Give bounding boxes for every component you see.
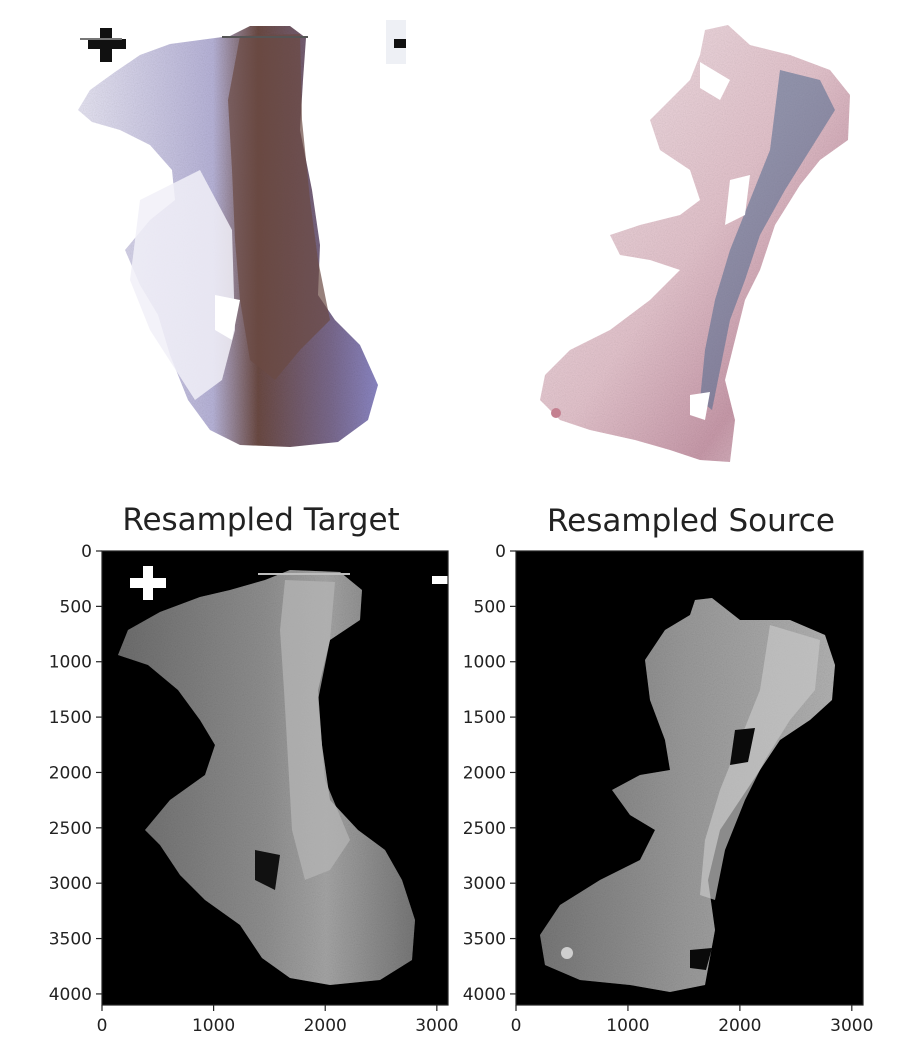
- target-y-tick-label: 2000: [49, 763, 92, 783]
- target-grayscale-tissue: [118, 570, 415, 985]
- target-x-tick-label: 2000: [304, 1016, 347, 1036]
- target-x-tick-label: 0: [97, 1016, 108, 1036]
- target-y-tick-label: 3000: [49, 874, 92, 894]
- source-image-plot: [516, 551, 863, 1005]
- target-y-tick-label: 3500: [49, 930, 92, 950]
- edge-marker-icon: [386, 20, 406, 64]
- target-x-tick-label: 1000: [192, 1016, 235, 1036]
- source-x-tick-label: 1000: [606, 1016, 649, 1036]
- source-y-tick-label: 1500: [463, 708, 506, 728]
- ihc-slide-image: [74, 20, 408, 452]
- chart-title-target: Resampled Target: [122, 502, 399, 538]
- source-x-tick-label: 3000: [830, 1016, 873, 1036]
- target-y-tick-label: 1500: [49, 708, 92, 728]
- source-y-tick-label: 500: [474, 597, 506, 617]
- target-x-tick-label: 3000: [415, 1016, 458, 1036]
- source-bright-band: [700, 625, 820, 900]
- target-y-tick-label: 2500: [49, 819, 92, 839]
- he-slide-image: [540, 25, 850, 462]
- target-bright-band: [280, 580, 350, 880]
- source-y-tick-label: 2000: [463, 763, 506, 783]
- target-y-tick-label: 4000: [49, 985, 92, 1005]
- ihc-dab-band: [228, 34, 330, 380]
- ihc-pale-region: [130, 170, 235, 400]
- source-axes: 0 1000 2000 3000 0 500 1000 1500 2000 2500 3000 350…: [463, 542, 874, 1036]
- target-axes: 0 1000 2000 3000 0 500 1000 1500 2000 2500 3000 350…: [49, 542, 459, 1036]
- source-x-tick-label: 0: [511, 1016, 522, 1036]
- he-dense-band: [700, 70, 835, 410]
- source-x-tick-label: 2000: [718, 1016, 761, 1036]
- source-y-tick-label: 3500: [463, 930, 506, 950]
- source-y-tick-label: 2500: [463, 819, 506, 839]
- chart-title-source: Resampled Source: [547, 503, 835, 539]
- source-y-tick-label: 3000: [463, 874, 506, 894]
- source-y-tick-label: 1000: [463, 653, 506, 673]
- source-y-tick-label: 4000: [463, 985, 506, 1005]
- source-y-tick-label: 0: [495, 542, 506, 562]
- target-image-plot: [102, 551, 448, 1005]
- target-axes-frame: [101, 550, 449, 1006]
- source-axes-frame: [515, 550, 864, 1006]
- cross-marker-icon-target: [130, 566, 166, 600]
- target-y-tick-label: 1000: [49, 653, 92, 673]
- target-y-tick-label: 500: [60, 597, 92, 617]
- target-y-tick-label: 0: [81, 542, 92, 562]
- cross-marker-icon: [88, 28, 126, 62]
